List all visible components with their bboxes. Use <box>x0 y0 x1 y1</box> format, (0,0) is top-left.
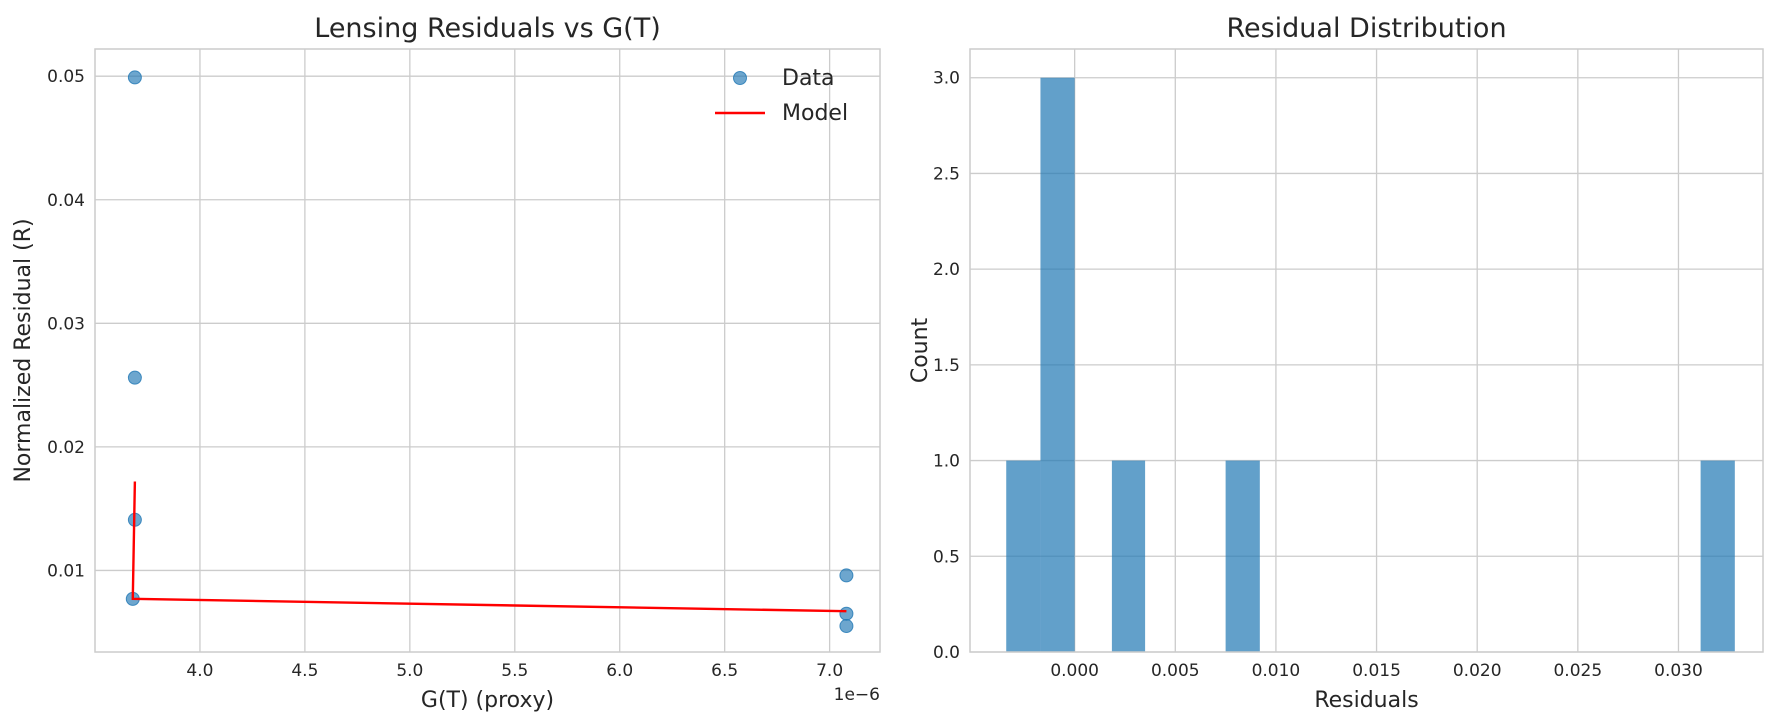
y-tick-label: 0.04 <box>47 191 85 211</box>
model-line <box>131 481 847 613</box>
y-tick-label: 0.01 <box>47 561 85 581</box>
data-point <box>839 619 854 634</box>
x-offset-label: 1e−6 <box>834 685 880 705</box>
y-tick-label: 0.5 <box>933 547 960 567</box>
histogram-bar <box>1225 460 1260 652</box>
y-tick-label: 0.02 <box>47 438 85 458</box>
legend-label: Model <box>782 101 848 126</box>
y-axis-label: Count <box>908 317 933 383</box>
y-tick-label: 0.03 <box>47 314 85 334</box>
y-tick-label: 1.5 <box>933 356 960 376</box>
histogram-bar <box>1700 460 1735 652</box>
x-tick-label: 5.0 <box>396 661 423 681</box>
legend-marker-swatch <box>733 71 747 85</box>
legend: Data Model <box>715 66 848 126</box>
chart-panel-0: 4.0 4.5 5.0 5.5 6.0 6.5 7.0 0.01 0.02 0.03 0.04 0.0… <box>11 13 881 713</box>
x-axis-label: Residuals <box>1314 688 1418 713</box>
data-point <box>839 606 854 621</box>
x-axis-label: G(T) (proxy) <box>421 688 554 713</box>
x-tick-label: 0.030 <box>1654 661 1703 681</box>
x-tick-label: 0.000 <box>1050 661 1099 681</box>
chart-panel-1: 0.000 0.005 0.010 0.015 0.020 0.025 0.030 0.0 0.… <box>908 13 1764 713</box>
chart-title: Residual Distribution <box>1226 13 1506 44</box>
x-tick-label: 6.0 <box>606 661 633 681</box>
x-tick-label: 6.5 <box>711 661 738 681</box>
y-tick-label: 0.05 <box>47 67 85 87</box>
x-tick-label: 4.0 <box>186 661 213 681</box>
x-tick-label: 5.5 <box>501 661 528 681</box>
chart-title: Lensing Residuals vs G(T) <box>314 13 660 44</box>
x-tick-label: 0.005 <box>1151 661 1200 681</box>
histogram-bar <box>1006 460 1041 652</box>
y-tick-label: 1.0 <box>933 452 960 472</box>
x-tick-label: 0.015 <box>1352 661 1401 681</box>
y-tick-label: 2.0 <box>933 260 960 280</box>
x-tick-label: 0.010 <box>1252 661 1301 681</box>
y-tick-label: 2.5 <box>933 164 960 184</box>
axes-frame <box>94 48 881 653</box>
x-tick-label: 0.025 <box>1553 661 1602 681</box>
y-tick-label: 3.0 <box>933 69 960 89</box>
data-point <box>127 70 142 85</box>
y-tick-label: 0.0 <box>933 643 960 663</box>
y-axis-label: Normalized Residual (R) <box>11 218 36 482</box>
data-point <box>839 568 854 583</box>
data-point <box>127 370 142 385</box>
histogram-bar <box>1111 460 1146 652</box>
x-tick-label: 4.5 <box>291 661 318 681</box>
x-tick-label: 7.0 <box>816 661 843 681</box>
x-tick-label: 0.020 <box>1453 661 1502 681</box>
histogram-bar <box>1040 77 1075 652</box>
legend-label: Data <box>782 66 835 91</box>
axes-frame <box>969 48 1764 653</box>
